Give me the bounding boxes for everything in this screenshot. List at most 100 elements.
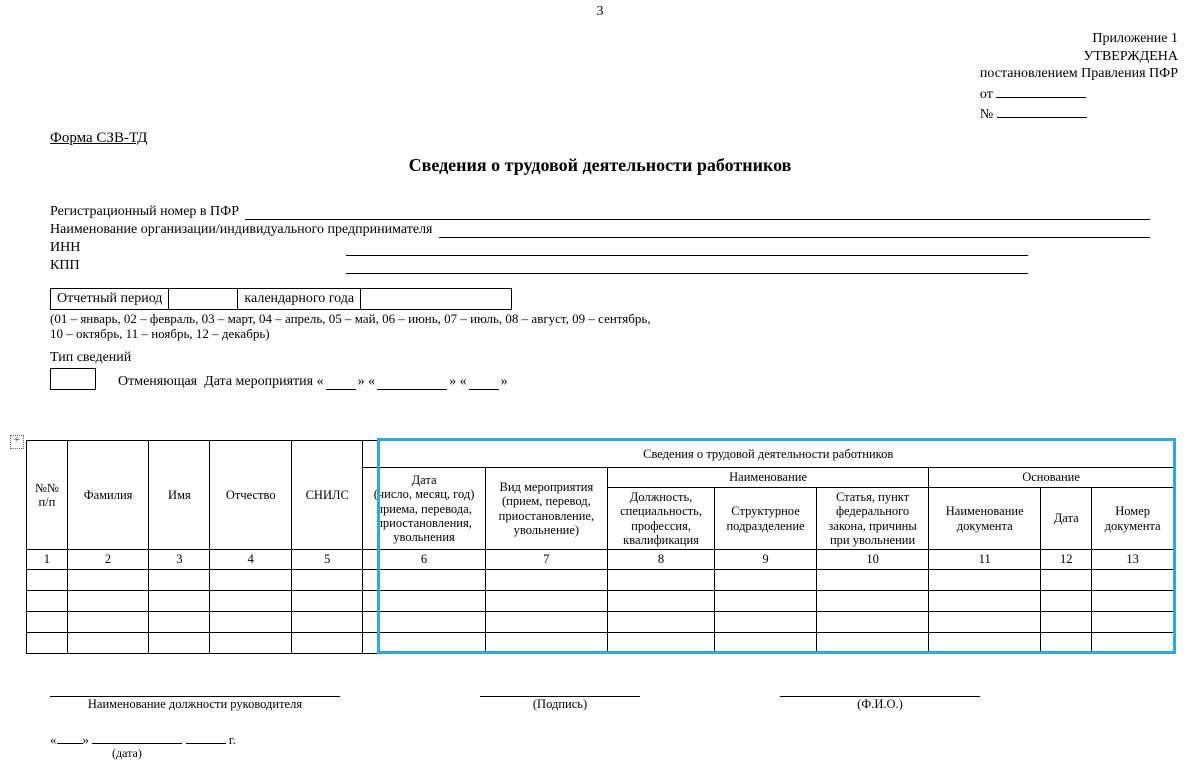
reporting-period-box: Отчетный период календарного года xyxy=(50,288,512,310)
empty-cell xyxy=(27,611,68,632)
empty-cell xyxy=(292,632,363,653)
sig-year-suffix: г. xyxy=(229,732,236,747)
empty-cell xyxy=(210,632,292,653)
raquo-1: » xyxy=(449,374,456,390)
raquo-laquo-1: » « xyxy=(358,374,376,390)
sig-day-line xyxy=(57,730,83,744)
empty-cell xyxy=(1092,590,1174,611)
approval-num-underline xyxy=(997,103,1087,118)
approval-line-1: Приложение 1 xyxy=(980,30,1178,48)
empty-cell xyxy=(149,632,210,653)
empty-cell xyxy=(929,590,1041,611)
col-num-8: 8 xyxy=(608,550,715,569)
empty-cell xyxy=(715,569,817,590)
empty-cell xyxy=(608,569,715,590)
empty-cell xyxy=(1041,632,1092,653)
empty-cell xyxy=(1092,611,1174,632)
empty-cell xyxy=(817,569,929,590)
cancel-word: Отменяющая xyxy=(118,374,197,390)
header-row-1: №№ п/п Фамилия Имя Отчество СНИЛС Сведен… xyxy=(27,441,1174,468)
h-c11: Наименование документа xyxy=(929,487,1041,550)
info-type-label: Тип сведений xyxy=(50,350,1150,366)
event-day-underline xyxy=(326,375,356,390)
underline-inn xyxy=(346,240,1028,256)
empty-cell xyxy=(929,569,1041,590)
main-table: №№ п/п Фамилия Имя Отчество СНИЛС Сведен… xyxy=(26,440,1174,654)
period-label-2: календарного года xyxy=(238,289,361,309)
h-c3: Имя xyxy=(149,441,210,550)
empty-cell xyxy=(27,569,68,590)
underline-reg-no xyxy=(245,204,1150,220)
document-page: 3 Приложение 1 УТВЕРЖДЕНА постановлением… xyxy=(0,0,1200,762)
event-date-word: Дата мероприятия « xyxy=(204,374,323,390)
col-num-10: 10 xyxy=(817,550,929,569)
h-c9: Структурное подразделение xyxy=(715,487,817,550)
col-num-4: 4 xyxy=(210,550,292,569)
approval-num: № xyxy=(980,103,1178,124)
h-c12: Дата xyxy=(1041,487,1092,550)
label-org-name: Наименование организации/индивидуального… xyxy=(50,222,439,238)
col-num-6: 6 xyxy=(363,550,485,569)
col-num-1: 1 xyxy=(27,550,68,569)
empty-cell xyxy=(608,590,715,611)
laquo-2: « xyxy=(460,374,467,390)
empty-cell xyxy=(1092,569,1174,590)
period-label-1: Отчетный период xyxy=(51,289,169,309)
cancel-row: Отменяющая Дата мероприятия « » « » « » xyxy=(50,368,1150,390)
empty-cell xyxy=(210,590,292,611)
document-title: Сведения о трудовой деятельности работни… xyxy=(50,155,1150,176)
form-code: Форма СЗВ-ТД xyxy=(50,130,1150,147)
sig-fio-caption: (Ф.И.О.) xyxy=(857,697,903,712)
empty-cell xyxy=(67,632,149,653)
empty-cell xyxy=(67,590,149,611)
approval-block: Приложение 1 УТВЕРЖДЕНА постановлением П… xyxy=(980,30,1178,124)
empty-cell xyxy=(363,590,485,611)
empty-cell xyxy=(210,611,292,632)
header-fields: Регистрационный номер в ПФР Наименование… xyxy=(50,204,1150,274)
signature-area: Наименование должности руководителя (Под… xyxy=(50,682,1150,761)
h-c8: Должность, специальность, профессия, ква… xyxy=(608,487,715,550)
period-footnote: (01 – январь, 02 – февраль, 03 – март, 0… xyxy=(50,312,1150,342)
h-c10: Статья, пункт федерального закона, причи… xyxy=(817,487,929,550)
expand-icon[interactable]: + xyxy=(10,435,24,449)
approval-line-2: УТВЕРЖДЕНА xyxy=(980,48,1178,66)
sig-role-caption: Наименование должности руководителя xyxy=(88,697,302,712)
empty-cell xyxy=(210,569,292,590)
empty-cell xyxy=(1041,611,1092,632)
empty-cell xyxy=(1092,632,1174,653)
empty-cell xyxy=(485,611,607,632)
table-row xyxy=(27,590,1174,611)
sig-sign-caption: (Подпись) xyxy=(533,697,587,712)
main-table-body xyxy=(27,569,1174,653)
h-c6: Дата (число, месяц, год) приема, перевод… xyxy=(363,468,485,550)
h-naim: Наименование xyxy=(608,468,929,487)
empty-cell xyxy=(1041,569,1092,590)
sig-fio-line xyxy=(780,682,980,697)
h-c5: СНИЛС xyxy=(292,441,363,550)
empty-cell xyxy=(292,569,363,590)
period-year-cell xyxy=(361,289,429,309)
h-c7: Вид мероприятия (прием, перевод, приоста… xyxy=(485,468,607,550)
empty-cell xyxy=(485,632,607,653)
empty-cell xyxy=(715,632,817,653)
empty-cell xyxy=(817,611,929,632)
approval-line-3: постановлением Правления ПФР xyxy=(980,65,1178,83)
empty-cell xyxy=(929,632,1041,653)
col-num-2: 2 xyxy=(67,550,149,569)
approval-from-underline xyxy=(996,83,1086,98)
event-month-underline xyxy=(377,375,447,390)
cancel-checkbox xyxy=(50,368,96,390)
sig-date-caption: (дата) xyxy=(112,746,1150,761)
empty-cell xyxy=(608,611,715,632)
col-num-11: 11 xyxy=(929,550,1041,569)
empty-cell xyxy=(485,569,607,590)
empty-cell xyxy=(149,569,210,590)
empty-cell xyxy=(67,611,149,632)
empty-cell xyxy=(817,632,929,653)
empty-cell xyxy=(292,611,363,632)
empty-cell xyxy=(149,590,210,611)
sig-role-line xyxy=(50,682,340,697)
h-c4: Отчество xyxy=(210,441,292,550)
empty-cell xyxy=(929,611,1041,632)
sig-year-line xyxy=(186,730,226,744)
